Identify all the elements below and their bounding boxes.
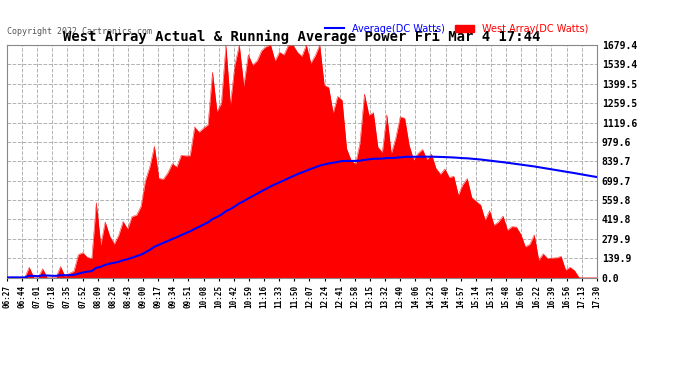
Title: West Array Actual & Running Average Power Fri Mar 4 17:44: West Array Actual & Running Average Powe… <box>63 30 540 44</box>
Legend: Average(DC Watts), West Array(DC Watts): Average(DC Watts), West Array(DC Watts) <box>321 20 592 38</box>
Text: Copyright 2022 Cartronics.com: Copyright 2022 Cartronics.com <box>7 27 152 36</box>
